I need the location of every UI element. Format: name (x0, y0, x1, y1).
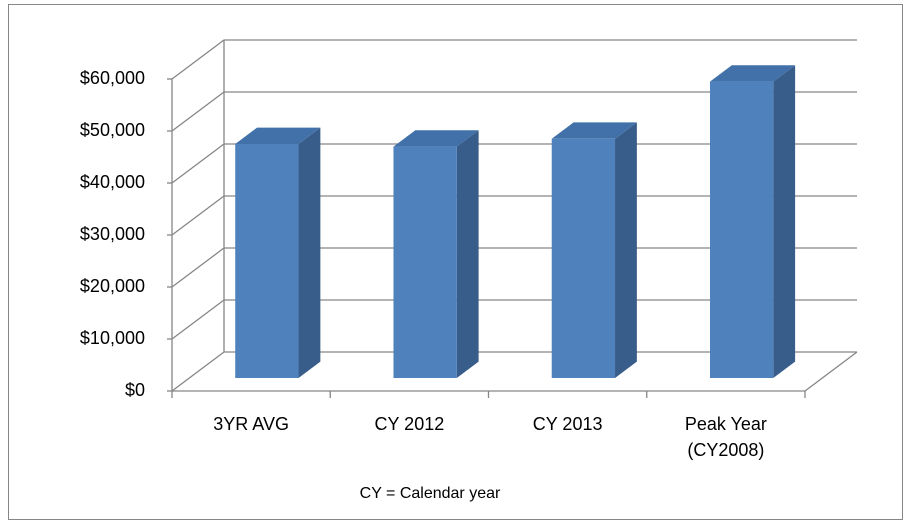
grid-line (171, 247, 857, 288)
y-tick-label: $20,000 (80, 276, 145, 296)
bar (709, 81, 774, 378)
grid-line (171, 39, 857, 80)
x-tick-label: Peak Year (CY2008) (685, 414, 767, 460)
bar (551, 138, 616, 378)
y-tick-label: $40,000 (80, 172, 145, 192)
bar-side (615, 122, 637, 378)
bar-top (235, 127, 321, 144)
grid-line (171, 195, 857, 236)
grid-line (171, 91, 857, 132)
x-tick-label: CY 2012 (375, 414, 445, 434)
y-tick-label: $10,000 (80, 328, 145, 348)
y-tick-label: $30,000 (80, 224, 145, 244)
grid-line (171, 299, 857, 340)
x-tick-label: 3YR AVG (213, 414, 289, 434)
bar-side (773, 65, 796, 378)
bar-top (709, 65, 796, 82)
bar (235, 144, 299, 378)
bar-top (393, 130, 479, 147)
y-tick-label: $60,000 (80, 68, 145, 88)
bar (393, 146, 457, 378)
bar-side (456, 130, 479, 378)
bar-side (298, 127, 321, 379)
grid-line (171, 351, 857, 392)
bar-top (551, 122, 637, 139)
y-tick-label: $0 (125, 380, 145, 400)
y-tick-label: $50,000 (80, 120, 145, 140)
grid-line (171, 143, 857, 184)
annotation: CY = Calendar year (360, 485, 501, 502)
x-tick-label: CY 2013 (533, 414, 603, 434)
